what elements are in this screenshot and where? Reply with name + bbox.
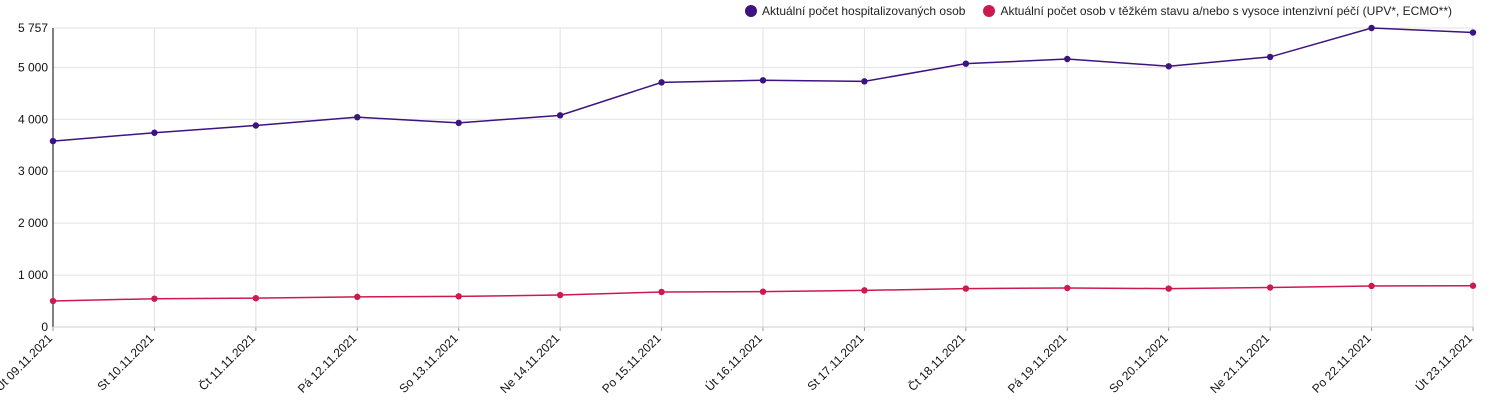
x-tick-label: Čt 11.11.2021 bbox=[195, 330, 258, 393]
series-point-1 bbox=[455, 119, 462, 127]
series-point-1 bbox=[49, 137, 57, 145]
x-tick-label: Pá 19.11.2021 bbox=[1005, 331, 1070, 396]
x-tick-label: St 10.11.2021 bbox=[94, 331, 156, 393]
series-point-1 bbox=[1368, 24, 1375, 32]
series-point-1 bbox=[1064, 55, 1071, 63]
legend-marker-severe bbox=[983, 5, 996, 17]
series-point-2 bbox=[151, 295, 158, 302]
x-tick-label: Út 23.11.2021 bbox=[1412, 330, 1476, 394]
series-point-1 bbox=[1469, 29, 1477, 36]
series-point-1 bbox=[759, 77, 767, 84]
series-point-2 bbox=[1064, 284, 1071, 292]
x-tick-label: So 20.11.2021 bbox=[1106, 331, 1171, 396]
x-tick-label: So 13.11.2021 bbox=[396, 331, 461, 396]
x-tick-label: Ne 21.11.2021 bbox=[1207, 331, 1272, 396]
y-tick-label: 4 000 bbox=[18, 112, 48, 126]
x-tick-label: St 17.11.2021 bbox=[804, 331, 866, 393]
legend-label-hospitalized: Aktuální počet hospitalizovaných osob bbox=[761, 4, 966, 18]
series-point-2 bbox=[962, 285, 970, 292]
series-point-1 bbox=[252, 122, 260, 129]
y-tick-label: 3 000 bbox=[18, 164, 48, 178]
y-tick-label: 1 000 bbox=[18, 268, 48, 282]
series-point-2 bbox=[1469, 282, 1477, 289]
series-point-2 bbox=[252, 294, 260, 302]
legend-item-severe[interactable]: Aktuální počet osob v těžkém stavu a/neb… bbox=[983, 4, 1452, 18]
x-tick-label: Po 22.11.2021 bbox=[1309, 331, 1374, 396]
x-tick-label: Čt 18.11.2021 bbox=[905, 330, 969, 394]
y-tick-label: 0 bbox=[41, 320, 48, 334]
series-point-1 bbox=[556, 112, 564, 119]
legend-label-severe: Aktuální počet osob v těžkém stavu a/neb… bbox=[1000, 4, 1452, 18]
series-point-1 bbox=[962, 60, 970, 67]
x-tick-label: Út 09.11.2021 bbox=[0, 330, 55, 394]
series-point-2 bbox=[861, 287, 868, 294]
series-point-2 bbox=[1165, 285, 1172, 292]
x-tick-label: Po 15.11.2021 bbox=[599, 331, 664, 396]
legend: Aktuální počet hospitalizovaných osob Ak… bbox=[744, 4, 1452, 18]
series-point-1 bbox=[1266, 53, 1274, 61]
series-point-2 bbox=[556, 291, 564, 299]
series-point-2 bbox=[49, 297, 57, 305]
series-point-2 bbox=[354, 293, 361, 301]
series-point-2 bbox=[1368, 282, 1375, 290]
x-tick-label: Ne 14.11.2021 bbox=[497, 331, 562, 396]
y-tick-label: 5 000 bbox=[18, 60, 48, 74]
x-tick-label: Út 16.11.2021 bbox=[702, 330, 766, 394]
y-tick-label: 2 000 bbox=[18, 216, 48, 230]
series-point-2 bbox=[658, 288, 665, 296]
series-point-2 bbox=[455, 293, 462, 300]
series-point-1 bbox=[1165, 63, 1172, 70]
legend-item-hospitalized[interactable]: Aktuální počet hospitalizovaných osob bbox=[744, 4, 966, 18]
x-tick-label: Pá 12.11.2021 bbox=[295, 331, 360, 396]
series-point-1 bbox=[151, 129, 158, 136]
series-point-2 bbox=[759, 288, 767, 295]
series-point-1 bbox=[658, 79, 665, 86]
series-point-2 bbox=[1266, 284, 1274, 291]
legend-marker-hospitalized bbox=[744, 5, 757, 17]
series-point-1 bbox=[861, 78, 868, 85]
y-tick-label: 5 757 bbox=[18, 21, 48, 35]
series-point-1 bbox=[354, 113, 361, 121]
